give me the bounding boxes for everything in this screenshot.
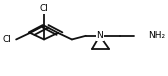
Text: N: N [96,31,103,40]
Text: Cl: Cl [3,35,11,44]
Text: NH₂: NH₂ [148,31,165,40]
Text: Cl: Cl [40,4,48,13]
